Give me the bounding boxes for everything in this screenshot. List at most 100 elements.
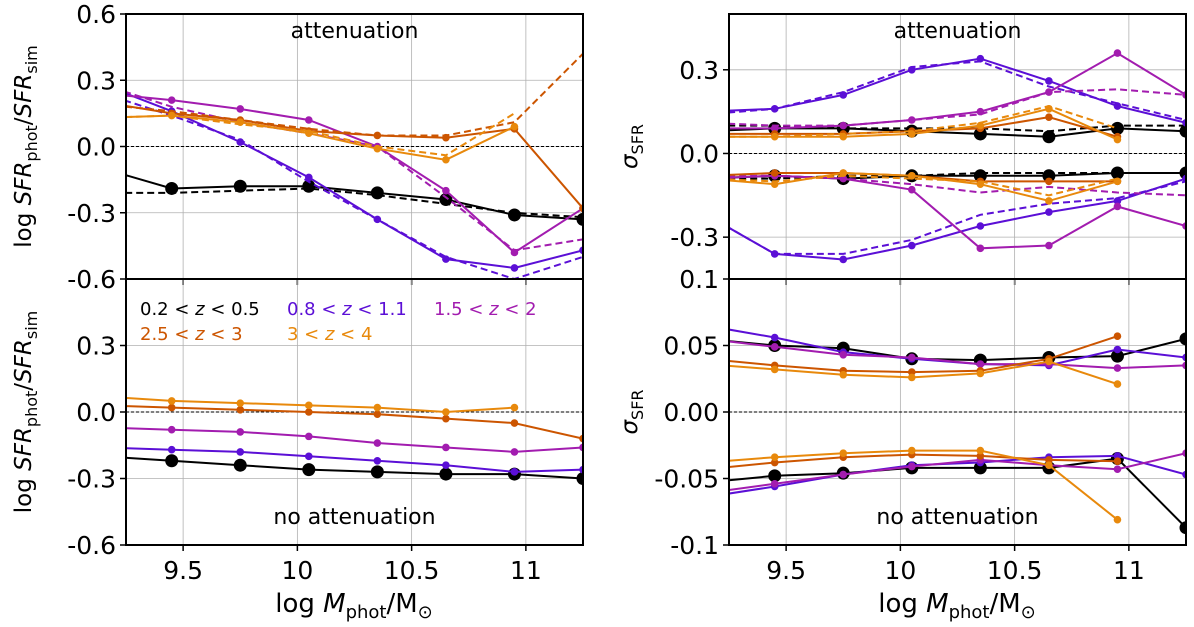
data-point-z5 <box>1113 135 1122 144</box>
legend-entry-z1: 0.2 < z < 0.5 <box>140 299 260 320</box>
data-point-z5 <box>839 169 848 177</box>
ylabel-slash: / <box>11 383 37 391</box>
ylabel-log: log <box>11 205 37 247</box>
data-point-z3 <box>510 448 519 456</box>
data-point-z3 <box>1113 364 1122 372</box>
data-point-z3 <box>167 425 176 434</box>
data-point-z3 <box>1113 465 1122 473</box>
series-group <box>729 328 1186 535</box>
legend-entry-z4: 2.5 < z < 3 <box>140 324 243 345</box>
panel-top-right: -0.3 0.0 0.3 attenuation σSFR <box>617 13 1187 285</box>
data-point-z1 <box>165 181 179 195</box>
legend-entry-z3: 1.5 < z < 2 <box>434 299 537 320</box>
series-line-z1-dashed <box>126 187 583 219</box>
data-point-z5 <box>510 403 519 412</box>
data-point-z1 <box>576 472 583 485</box>
y-axis-label: σSFR <box>617 389 647 434</box>
series-line-z1 <box>729 337 1186 362</box>
legend-text: < 4 <box>334 324 372 345</box>
data-point-z4 <box>167 403 176 412</box>
legend-entry-z5: 3 < z < 4 <box>287 324 372 345</box>
data-point-z3 <box>839 351 848 359</box>
y-tick-label: 0.3 <box>679 56 719 85</box>
data-point-z1 <box>507 208 521 222</box>
data-point-z3 <box>770 480 779 488</box>
data-point-z1 <box>439 467 453 481</box>
legend-entry-z2: 0.8 < z < 1.1 <box>287 299 407 320</box>
xlabel-m: M <box>926 589 948 619</box>
data-point-z3 <box>908 353 916 362</box>
data-point-z3 <box>305 432 313 441</box>
ylabel-sfr: SFR <box>11 162 37 206</box>
data-point-z4 <box>770 458 779 467</box>
series-line-z2-dashed <box>729 60 1186 121</box>
data-point-z5 <box>167 397 176 405</box>
data-point-z4 <box>1045 177 1053 186</box>
x-tick-label: 9.5 <box>766 556 806 585</box>
data-point-z4 <box>1045 113 1053 122</box>
y-tick-label: 0.0 <box>679 139 719 168</box>
data-point-z3 <box>1045 241 1053 250</box>
data-point-z1 <box>165 454 179 468</box>
panel-annotation: attenuation <box>291 19 419 44</box>
data-point-z5 <box>1045 461 1053 470</box>
legend-text: < 3 <box>205 324 243 345</box>
legend-z: z <box>488 299 499 320</box>
data-point-z2 <box>1113 345 1122 354</box>
data-point-z3 <box>442 186 450 195</box>
data-point-z4 <box>236 405 245 414</box>
data-point-z2 <box>305 452 313 461</box>
x-tick-label: 11 <box>1113 556 1145 585</box>
series-line-z2-dashed <box>729 180 1186 255</box>
ylabel-slash: / <box>11 117 37 125</box>
series-line-z2 <box>729 57 1186 124</box>
data-point-z5 <box>442 408 450 416</box>
y-tick-label: -0.1 <box>670 531 719 560</box>
data-point-z1 <box>1110 349 1124 363</box>
legend-text: 3 < <box>287 324 325 345</box>
data-point-z3 <box>236 105 245 113</box>
y-tick-label: -0.3 <box>67 199 116 228</box>
data-point-z1 <box>973 461 987 475</box>
x-tick-label: 11 <box>510 556 542 585</box>
ylabel-sub-sim: sim <box>22 311 41 339</box>
ylabel-sub-phot: phot <box>22 125 41 161</box>
ylabel-log: log <box>11 471 37 513</box>
data-point-z5 <box>1045 197 1053 205</box>
legend-z: z <box>324 324 335 345</box>
data-point-z5 <box>976 121 985 130</box>
data-point-z1 <box>233 458 247 472</box>
data-point-z4 <box>1113 332 1122 340</box>
legend-z: z <box>341 299 352 320</box>
data-point-z2 <box>839 255 848 264</box>
data-point-z2 <box>442 255 450 263</box>
data-point-z2 <box>1045 208 1053 216</box>
data-point-z1 <box>370 465 384 479</box>
xlabel-log: log <box>878 589 926 619</box>
series-line-z3 <box>729 51 1186 130</box>
series-line-z4 <box>126 104 583 209</box>
series-line-z3-dashed <box>126 91 583 252</box>
data-point-z2 <box>1113 452 1122 460</box>
data-point-z3 <box>1113 202 1122 211</box>
series-line-z3 <box>126 94 583 254</box>
y-tick-label: -0.6 <box>67 265 116 294</box>
data-point-z2 <box>1045 77 1053 85</box>
data-point-z2 <box>510 264 519 272</box>
series-line-z1 <box>126 174 583 221</box>
x-tick-label: 10 <box>281 556 313 585</box>
ylabel-sub-sfr: SFR <box>628 389 647 419</box>
xlabel-sub-phot: phot <box>949 602 990 623</box>
data-point-z4 <box>908 368 916 376</box>
legend-text: 2.5 < <box>140 324 195 345</box>
xlabel-sub-sun: ⊙ <box>418 602 433 623</box>
y-tick-label: 0.0 <box>76 133 116 162</box>
data-point-z2 <box>305 173 313 182</box>
panel-bottom-left: -0.6 -0.3 0.0 0.3 9.5 10 10.5 11 no attenuation l… <box>11 278 584 585</box>
data-point-z1 <box>1179 332 1186 346</box>
data-point-z1 <box>1042 130 1056 144</box>
x-tick-label: 10.5 <box>384 556 440 585</box>
data-point-z3 <box>908 185 916 194</box>
data-point-z2 <box>770 333 779 342</box>
